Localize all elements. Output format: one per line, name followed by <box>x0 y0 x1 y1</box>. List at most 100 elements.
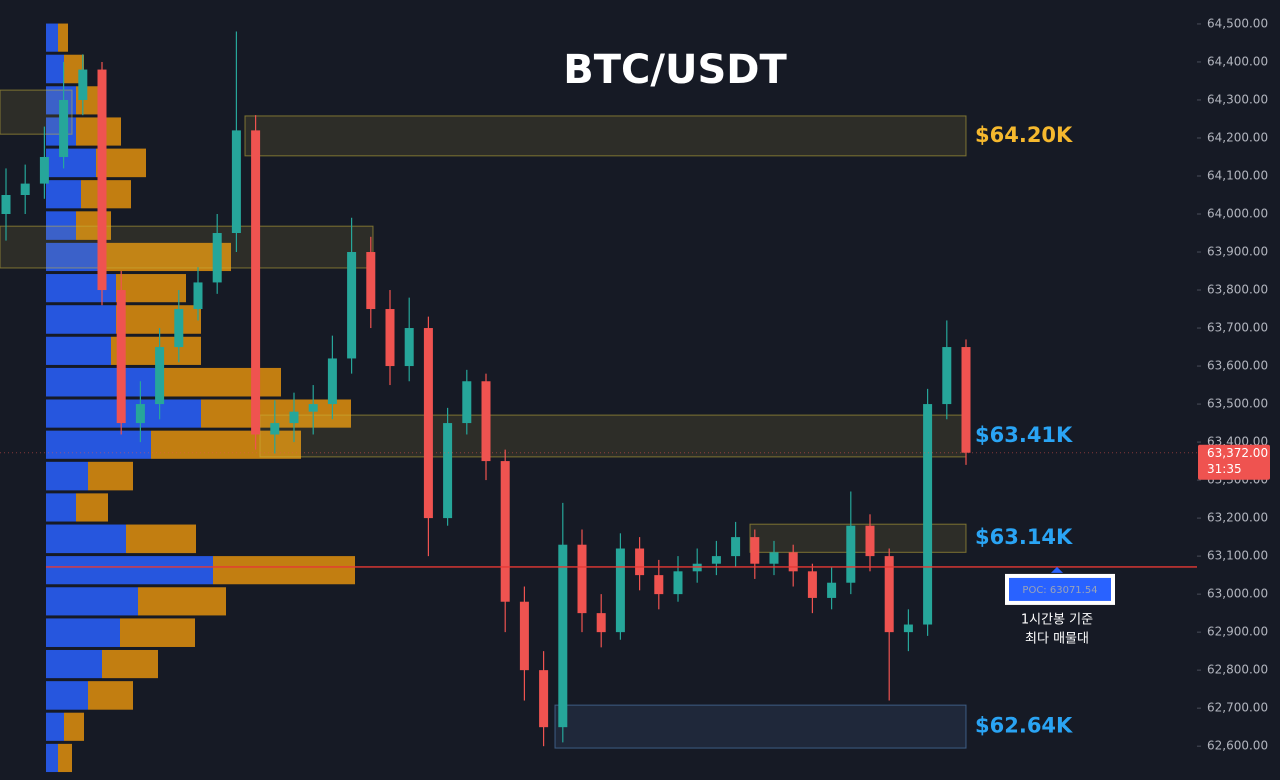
candle-body <box>558 544 568 728</box>
candle-body <box>635 548 645 576</box>
candle-body <box>788 552 798 572</box>
zone <box>749 523 967 553</box>
volume-profile-bar <box>120 618 195 647</box>
candle-body <box>500 461 510 602</box>
volume-profile-bar <box>138 587 226 616</box>
y-tick-label: 62,800.00 <box>1207 663 1268 677</box>
candle-body <box>903 624 913 633</box>
y-tick-label: 64,500.00 <box>1207 16 1268 30</box>
volume-profile-bar <box>46 180 81 209</box>
candle-body <box>654 575 664 595</box>
candle-body <box>59 99 69 157</box>
plot-area <box>0 23 1197 773</box>
volume-profile-bar <box>76 493 108 522</box>
volume-profile-bar <box>46 211 76 240</box>
candle-body <box>97 69 107 291</box>
volume-profile-bar <box>46 148 96 178</box>
volume-profile-bar <box>46 587 138 616</box>
candle-body <box>20 183 30 195</box>
volume-profile-bar <box>64 712 84 741</box>
level-label: $64.20K <box>975 123 1073 147</box>
candle-body <box>750 537 760 564</box>
volume-profile-bar <box>156 367 281 397</box>
candle-body <box>462 381 472 424</box>
candle-body <box>385 309 395 367</box>
candle-body <box>481 381 491 462</box>
y-tick-label: 63,900.00 <box>1207 245 1268 259</box>
volume-profile-bar <box>46 743 58 773</box>
level-label: $63.14K <box>975 525 1073 549</box>
volume-profile-bar <box>46 461 88 491</box>
volume-profile-bar <box>46 367 156 397</box>
volume-profile-bar <box>116 274 186 303</box>
candle-body <box>673 571 683 595</box>
zone <box>259 414 967 458</box>
volume-profile-bar <box>46 430 151 459</box>
zone <box>244 115 967 157</box>
volume-profile-bar <box>46 681 88 710</box>
volume-profile-bar <box>46 649 102 679</box>
candle-body <box>39 156 49 184</box>
countdown: 31:35 <box>1207 462 1242 476</box>
candle-body <box>827 582 837 598</box>
volume-profile-bar <box>151 430 301 459</box>
candle-body <box>231 130 241 234</box>
y-tick-label: 64,100.00 <box>1207 168 1268 182</box>
candle-body <box>423 328 433 519</box>
poc-label: POC: 63071.54 <box>1022 585 1097 596</box>
volume-profile-bar <box>126 524 196 554</box>
candle-body <box>923 404 933 625</box>
candle-body <box>327 358 337 405</box>
volume-profile-bar <box>116 305 201 334</box>
candle-body <box>193 282 203 310</box>
candle-body <box>289 411 299 424</box>
volume-profile-bar <box>88 461 133 491</box>
candle-body <box>347 252 357 359</box>
y-tick-label: 64,300.00 <box>1207 92 1268 106</box>
y-tick-label: 64,200.00 <box>1207 130 1268 144</box>
last-price-tag <box>1198 444 1270 480</box>
poc-pointer <box>1051 566 1063 573</box>
candle-body <box>443 423 453 519</box>
poc-box <box>1009 577 1111 601</box>
candle-body <box>519 601 529 671</box>
zone <box>0 225 374 269</box>
candle-body <box>807 571 817 598</box>
candle-body <box>577 544 587 614</box>
volume-profile-bar <box>213 556 355 585</box>
volume-profile-bar <box>46 336 111 365</box>
y-tick-label: 62,900.00 <box>1207 625 1268 639</box>
y-tick-label: 62,700.00 <box>1207 701 1268 715</box>
y-tick-label: 63,500.00 <box>1207 397 1268 411</box>
candle-body <box>135 404 145 424</box>
candle-body <box>846 525 856 583</box>
y-tick-label: 63,200.00 <box>1207 511 1268 525</box>
candle-body <box>942 347 952 405</box>
y-tick-label: 63,600.00 <box>1207 359 1268 373</box>
candle-body <box>884 556 894 633</box>
candle-body <box>731 537 741 557</box>
volume-profile-bar <box>101 242 231 272</box>
candle-body <box>308 404 318 412</box>
candle-body <box>1 195 11 215</box>
y-tick-label: 64,400.00 <box>1207 54 1268 68</box>
volume-profile-bar <box>58 743 72 773</box>
volume-profile-bar <box>46 556 213 585</box>
candle-body <box>596 613 606 633</box>
volume-profile-bar <box>58 23 68 52</box>
annotation: 1시간봉 기준 <box>1021 612 1093 627</box>
y-tick-label: 64,000.00 <box>1207 207 1268 221</box>
candle-body <box>961 347 971 453</box>
annotation: 최다 매물대 <box>1025 631 1089 646</box>
candle-body <box>404 328 414 367</box>
candle-body <box>711 556 721 564</box>
level-label: $63.41K <box>975 423 1073 447</box>
candle-body <box>212 233 222 283</box>
volume-profile-bar <box>46 618 120 647</box>
candle-body <box>615 548 625 633</box>
y-tick-label: 63,700.00 <box>1207 321 1268 335</box>
volume-profile-bar <box>46 23 58 52</box>
volume-profile-bar <box>46 305 116 334</box>
